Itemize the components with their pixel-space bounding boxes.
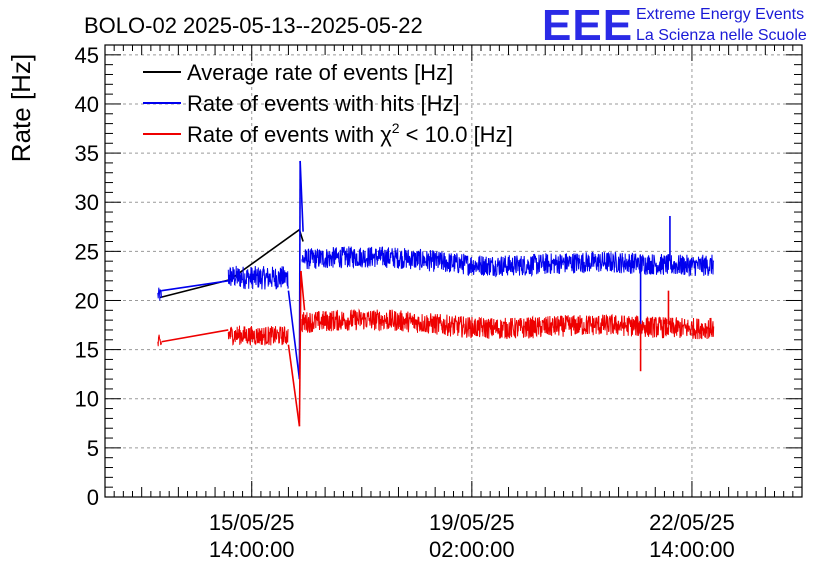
legend-label-average: Average rate of events [Hz] [187,60,453,85]
series-hits-connector [161,280,229,292]
x-tick-label-time: 02:00:00 [429,537,515,562]
y-tick-label: 30 [75,190,99,215]
y-tick-label: 35 [75,141,99,166]
logo-line2: La Scienza nelle Scuole [636,27,807,44]
x-tick-label-time: 14:00:00 [209,537,295,562]
y-axis-label: Rate [Hz] [6,54,36,162]
legend-label-chi2: Rate of events with χ2 < 10.0 [Hz] [187,120,513,147]
legend: Average rate of events [Hz] Rate of even… [143,60,513,147]
y-tick-label: 25 [75,239,99,264]
eee-logo: EEE Extreme Energy Events La Scienza nel… [542,1,807,50]
series-hits-segment [157,287,162,301]
y-tick-label: 15 [75,338,99,363]
series-hits-segment [227,265,289,290]
y-tick-label: 20 [75,288,99,313]
y-tick-label: 0 [87,485,99,510]
series-chi2-segment [301,308,715,340]
x-tick-label-date: 19/05/25 [429,510,515,535]
legend-label-hits: Rate of events with hits [Hz] [187,91,460,116]
y-tick-label: 10 [75,387,99,412]
series-chi2-segment [157,334,162,347]
series-chi2-segment [227,325,289,346]
series-chi2-connector [287,344,301,427]
chart-title: BOLO-02 2025-05-13--2025-05-22 [84,13,423,38]
logo-mark: EEE [542,1,633,50]
series-layer [157,160,715,427]
series-hits-connector [287,290,301,380]
logo-line1: Extreme Energy Events [636,6,804,23]
y-tick-label: 40 [75,92,99,117]
x-tick-label-date: 22/05/25 [649,510,735,535]
series-hits-connector [299,160,304,232]
y-tick-label: 5 [87,436,99,461]
series-chi2-connector [300,270,306,311]
y-tick-label: 45 [75,43,99,68]
series-hits-segment [301,246,715,278]
grid [105,45,802,497]
series-average-line [159,228,304,299]
x-tick-label-time: 14:00:00 [649,537,735,562]
series-chi2-connector [298,270,302,427]
axes: 05101520253035404515/05/2514:00:0019/05/… [75,43,803,562]
x-tick-label-date: 15/05/25 [209,510,295,535]
series-chi2-connector [161,329,229,343]
